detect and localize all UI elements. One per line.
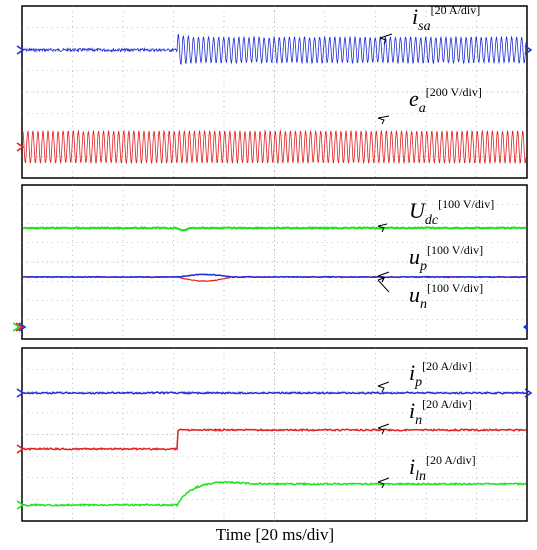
label-arrowhead-p1t2 <box>377 117 385 125</box>
trace-scale: [20 A/div] <box>422 397 472 411</box>
label-arrowhead-p1t1 <box>379 37 387 45</box>
trace-subscript: ln <box>415 469 426 484</box>
trace-scale: [200 V/div] <box>426 85 482 99</box>
trace-label-i-sa: isa[20 A/div] <box>412 3 480 34</box>
trace-label-i-ln: iln[20 A/div] <box>409 453 476 484</box>
label-arrow-p2t2 <box>377 271 390 277</box>
trace-subscript: a <box>419 101 426 116</box>
trace-i-ln <box>23 480 527 508</box>
trace-symbol: i <box>409 454 415 479</box>
trace-e-a-marker <box>16 142 25 152</box>
label-arrow-p1t2 <box>377 115 390 119</box>
label-arrow-p1t1 <box>379 33 393 39</box>
trace-label-i-n: in[20 A/div] <box>409 397 472 428</box>
ref-right-marker <box>523 323 528 331</box>
trace-label-e-a: ea[200 V/div] <box>409 85 482 116</box>
trace-label-u-n: un[100 V/div] <box>409 281 483 312</box>
trace-i-sa-marker <box>16 45 25 55</box>
trace-subscript: dc <box>425 213 439 228</box>
label-arrowhead-p3t2 <box>377 427 385 435</box>
trace-i-n-marker <box>16 444 25 454</box>
trace-i-p-right-marker <box>524 388 533 398</box>
trace-subscript: sa <box>418 19 430 34</box>
trace-e-a <box>22 129 527 165</box>
trace-scale: [20 A/div] <box>431 3 481 17</box>
trace-symbol: i <box>409 360 415 385</box>
trace-i-sa <box>22 34 527 66</box>
trace-subscript: p <box>414 375 422 390</box>
grid-3 <box>22 348 527 521</box>
label-arrowhead-p2t1 <box>377 225 385 233</box>
trace-u-n-marker <box>15 322 24 332</box>
trace-i-p-marker <box>16 388 25 398</box>
trace-u-p-marker <box>18 322 27 332</box>
trace-scale: [100 V/div] <box>438 197 494 211</box>
trace-i-ln-marker <box>16 500 25 510</box>
trace-label-U-dc: Udc [100 V/div] <box>409 197 494 228</box>
label-arrow-p3t1 <box>377 381 390 387</box>
trace-symbol: i <box>409 398 415 423</box>
trace-subscript: n <box>420 297 427 312</box>
label-arrow-p2t3 <box>377 279 390 293</box>
label-arrowhead-p3t3 <box>377 481 385 489</box>
trace-symbol: i <box>412 4 418 29</box>
label-arrow-p2t1 <box>377 223 388 227</box>
trace-u-p <box>22 273 527 279</box>
trace-scale: [100 V/div] <box>427 281 483 295</box>
trace-i-p <box>22 391 527 395</box>
trace-label-i-p: ip[20 A/div] <box>409 359 472 390</box>
trace-symbol: U <box>409 198 427 223</box>
trace-scale: [20 A/div] <box>422 359 472 373</box>
x-axis-label: Time [20 ms/div] <box>216 525 334 544</box>
label-arrowhead-p2t3 <box>377 277 385 283</box>
trace-symbol: u <box>409 282 420 307</box>
label-arrowhead-p3t1 <box>377 385 385 393</box>
trace-U-dc-marker <box>12 322 21 332</box>
trace-symbol: e <box>409 86 419 111</box>
trace-subscript: n <box>415 413 422 428</box>
trace-subscript: p <box>419 259 427 274</box>
trace-i-sa-right-marker <box>524 45 533 55</box>
trace-symbol: u <box>409 244 420 269</box>
label-arrow-p3t2 <box>377 423 390 429</box>
label-arrow-p3t3 <box>377 477 390 483</box>
trace-label-u-p: up[100 V/div] <box>409 243 483 274</box>
trace-scale: [20 A/div] <box>426 453 476 467</box>
trace-scale: [100 V/div] <box>427 243 483 257</box>
trace-i-n <box>22 427 527 452</box>
trace-U-dc <box>22 226 527 232</box>
grid-2 <box>22 185 527 339</box>
